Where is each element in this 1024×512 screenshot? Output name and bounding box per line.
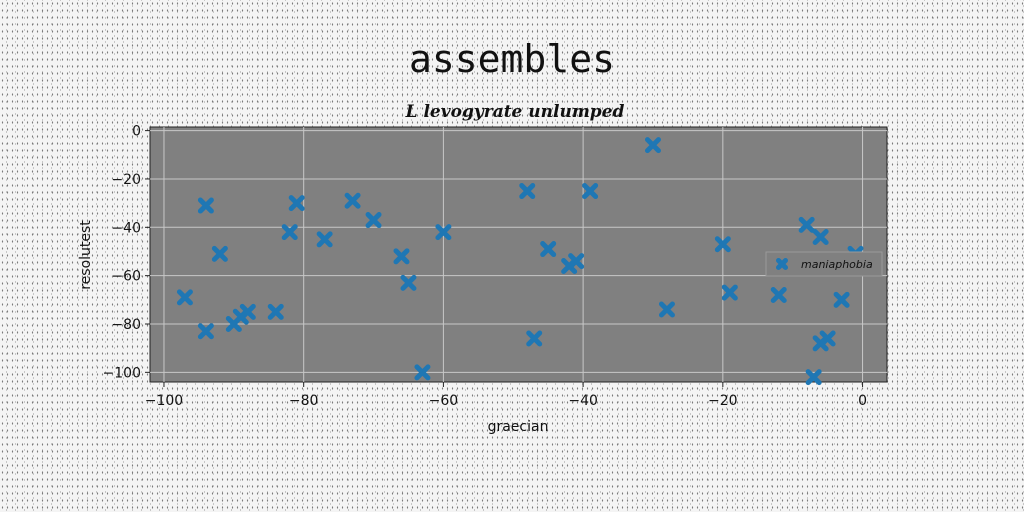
legend: maniaphobia: [765, 251, 883, 277]
data-point: [644, 137, 661, 154]
data-point: [519, 183, 536, 200]
data-point: [176, 289, 193, 306]
x-axis-label: graecian: [488, 419, 549, 435]
data-point: [281, 224, 298, 241]
data-point: [365, 212, 382, 229]
plot-area: [149, 126, 888, 383]
x-tick-label: −40: [568, 393, 598, 409]
legend-label: maniaphobia: [801, 258, 873, 271]
data-point: [582, 183, 599, 200]
data-point: [658, 301, 675, 318]
data-point: [540, 241, 557, 258]
y-tick-label: −40: [111, 220, 141, 236]
data-point: [414, 364, 431, 381]
data-point: [197, 323, 214, 340]
data-point: [526, 330, 543, 347]
data-point: [770, 286, 787, 303]
legend-marker-glyph: [776, 258, 788, 270]
x-tick-label: −100: [145, 393, 183, 409]
data-point: [267, 303, 284, 320]
y-tick-label: −100: [103, 365, 141, 381]
data-point: [344, 192, 361, 209]
data-point: [798, 216, 815, 233]
data-point: [805, 369, 822, 386]
x-tick-label: −80: [289, 393, 319, 409]
data-point: [812, 228, 829, 245]
data-point: [435, 224, 452, 241]
data-point: [568, 253, 585, 270]
x-tick-label: 0: [858, 393, 867, 409]
data-point: [316, 231, 333, 248]
data-point: [714, 236, 731, 253]
y-tick-label: −60: [111, 269, 141, 285]
chart-title: assembles: [409, 37, 615, 81]
data-point: [211, 245, 228, 262]
axis-ticks: −100 −80 −60 −40 −20 0 0 −20 −40 −60 −80 −100: [103, 124, 867, 409]
data-point: [721, 284, 738, 301]
data-point: [400, 274, 417, 291]
y-tick-label: 0: [132, 124, 141, 140]
chart-subtitle: L levogyrate unlumped: [405, 102, 625, 122]
data-point: [833, 291, 850, 308]
data-point: [288, 195, 305, 212]
x-tick-label: −60: [429, 393, 459, 409]
data-point: [819, 330, 836, 347]
data-point: [393, 248, 410, 265]
data-point: [197, 197, 214, 214]
data-point: [239, 303, 256, 320]
legend-marker: [776, 258, 788, 270]
data-points: [176, 137, 864, 386]
y-tick-label: −20: [111, 172, 141, 188]
x-tick-label: −20: [708, 393, 738, 409]
grid: [150, 127, 887, 382]
y-axis-label: resolutest: [78, 220, 94, 290]
y-tick-label: −80: [111, 317, 141, 333]
